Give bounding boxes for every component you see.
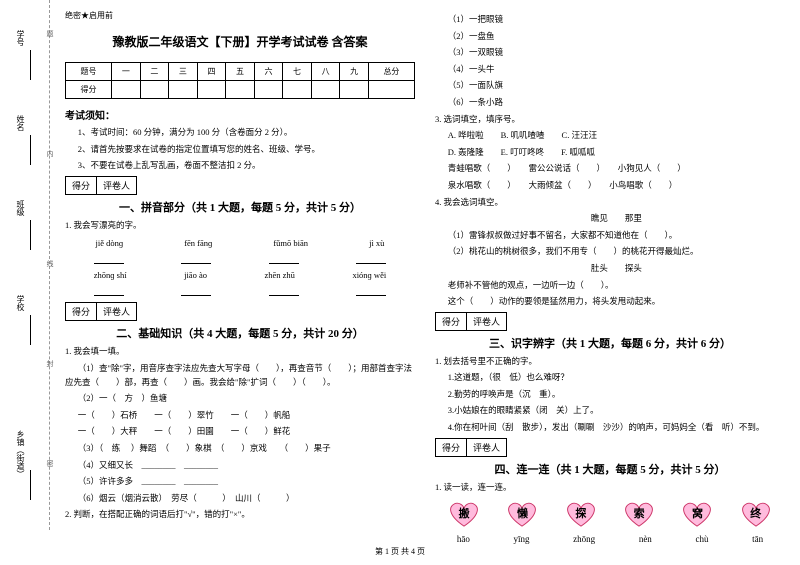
q1-1: 1. 我会写漂亮的字。 <box>65 219 415 233</box>
section-4-title: 四、连一连（共 1 大题，每题 5 分，共计 5 分） <box>435 461 785 477</box>
score-table: 题号一二三四五六七八九总分 得分 <box>65 62 415 99</box>
exam-title: 豫教版二年级语文【下册】开学考试试卷 含答案 <box>65 33 415 50</box>
section-3-title: 三、识字辨字（共 1 大题，每题 6 分，共计 6 分） <box>435 335 785 351</box>
notice-2: 2、请首先按要求在试卷的指定位置填写您的姓名、班级、学号。 <box>65 143 415 157</box>
q3: 3. 选词填空，填序号。 <box>435 113 785 127</box>
score-entry-2: 得分评卷人 <box>65 302 137 321</box>
score-entry-3: 得分评卷人 <box>435 312 507 331</box>
secret-label: 绝密★启用前 <box>65 10 415 21</box>
q2-2: 2. 判断，在搭配正确的词语后打"√"，错的打"×"。 <box>65 508 415 522</box>
section-2-title: 二、基础知识（共 4 大题，每题 5 分，共计 20 分） <box>65 325 415 341</box>
section-1-title: 一、拼音部分（共 1 大题，每题 5 分，共计 5 分） <box>65 199 415 215</box>
pinyin-row-2: zhōnɡ shí jiāo ào zhēn zhū xiónɡ wěi <box>65 270 415 280</box>
page-footer: 第 1 页 共 4 页 <box>0 546 800 557</box>
side-label-school: 学校 <box>15 295 26 311</box>
hearts-row: 搬懒探索窝终 <box>435 500 785 528</box>
score-entry-1: 得分评卷人 <box>65 176 137 195</box>
right-column: （1）一把眼镜 （2）一盘鱼 （3）一双眼镜 （4）一头牛 （5）一面队旗 （6… <box>425 10 795 520</box>
heart-item: 搬 <box>445 500 483 528</box>
pinyin-row-1: jiě dònɡ fēn fānɡ fǔmō biān jì xù <box>65 238 415 248</box>
side-label-name: 姓名 <box>15 115 26 131</box>
score-entry-4: 得分评卷人 <box>435 438 507 457</box>
pinyin-labels: hāoyīngzhōngnènchùtān <box>435 534 785 544</box>
binding-sidebar: 学号 姓名 班级 学校 乡镇（街道） 题 内 线 封 密 <box>0 0 50 530</box>
side-label-town: 乡镇（街道） <box>15 430 26 478</box>
heart-item: 终 <box>737 500 775 528</box>
notice-heading: 考试须知： <box>65 107 415 122</box>
heart-item: 索 <box>620 500 658 528</box>
heart-item: 探 <box>562 500 600 528</box>
q4: 4. 我会选词填空。 <box>435 196 785 210</box>
heart-item: 懒 <box>503 500 541 528</box>
notice-3: 3、不要在试卷上乱写乱画，卷面不整洁扣 2 分。 <box>65 159 415 173</box>
left-column: 绝密★启用前 豫教版二年级语文【下册】开学考试试卷 含答案 题号一二三四五六七八… <box>55 10 425 520</box>
notice-1: 1、考试时间：60 分钟，满分为 100 分（含卷面分 2 分）。 <box>65 126 415 140</box>
q2-1: 1. 我会填一填。 <box>65 345 415 359</box>
side-label-class: 班级 <box>15 200 26 216</box>
heart-item: 窝 <box>678 500 716 528</box>
side-label-id: 学号 <box>15 30 26 46</box>
